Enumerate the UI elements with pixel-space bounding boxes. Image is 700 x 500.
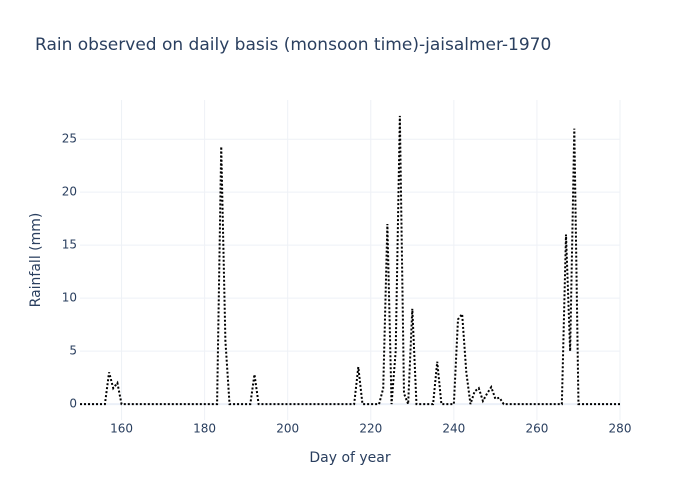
x-tick-label: 240 [442, 422, 465, 436]
y-axis-title: Rainfall (mm) [28, 213, 44, 308]
y-tick-label: 15 [62, 238, 77, 252]
x-tick-label: 200 [276, 422, 299, 436]
y-tick-label: 20 [62, 185, 77, 199]
x-tick-label: 220 [359, 422, 382, 436]
y-tick-label: 10 [62, 291, 77, 305]
x-tick-label: 260 [525, 422, 548, 436]
y-tick-label: 0 [69, 397, 77, 411]
x-axis-title: Day of year [309, 450, 391, 466]
y-tick-label: 5 [69, 344, 77, 358]
chart-title: Rain observed on daily basis (monsoon ti… [35, 35, 551, 55]
x-tick-label: 160 [110, 422, 133, 436]
x-tick-label: 280 [609, 422, 632, 436]
rain-line [80, 115, 620, 406]
x-tick-label: 180 [193, 422, 216, 436]
y-tick-label: 25 [62, 132, 77, 146]
